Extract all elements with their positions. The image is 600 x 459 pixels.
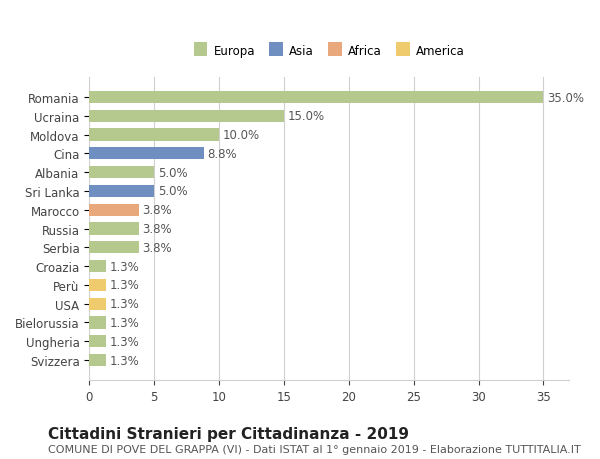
Bar [89,148,203,160]
Legend: Europa, Asia, Africa, America: Europa, Asia, Africa, America [194,45,465,57]
Text: 10.0%: 10.0% [223,129,260,142]
Bar [89,204,139,216]
Bar [89,223,139,235]
Text: 3.8%: 3.8% [143,223,172,235]
Bar [89,129,219,141]
Text: 5.0%: 5.0% [158,166,188,179]
Bar [89,111,284,123]
Bar [89,92,544,104]
Bar [89,167,154,179]
Text: 35.0%: 35.0% [547,91,584,104]
Text: 1.3%: 1.3% [110,279,140,292]
Text: Cittadini Stranieri per Cittadinanza - 2019: Cittadini Stranieri per Cittadinanza - 2… [48,425,409,441]
Bar [89,260,106,273]
Text: 15.0%: 15.0% [288,110,325,123]
Text: 3.8%: 3.8% [143,241,172,254]
Text: 3.8%: 3.8% [143,204,172,217]
Bar [89,279,106,291]
Text: 1.3%: 1.3% [110,335,140,348]
Text: 5.0%: 5.0% [158,185,188,198]
Text: COMUNE DI POVE DEL GRAPPA (VI) - Dati ISTAT al 1° gennaio 2019 - Elaborazione TU: COMUNE DI POVE DEL GRAPPA (VI) - Dati IS… [48,444,581,454]
Bar [89,317,106,329]
Text: 1.3%: 1.3% [110,354,140,367]
Bar [89,185,154,198]
Text: 1.3%: 1.3% [110,316,140,329]
Text: 1.3%: 1.3% [110,260,140,273]
Bar [89,242,139,254]
Text: 1.3%: 1.3% [110,297,140,310]
Bar [89,354,106,366]
Bar [89,336,106,347]
Bar [89,298,106,310]
Text: 8.8%: 8.8% [208,147,237,161]
